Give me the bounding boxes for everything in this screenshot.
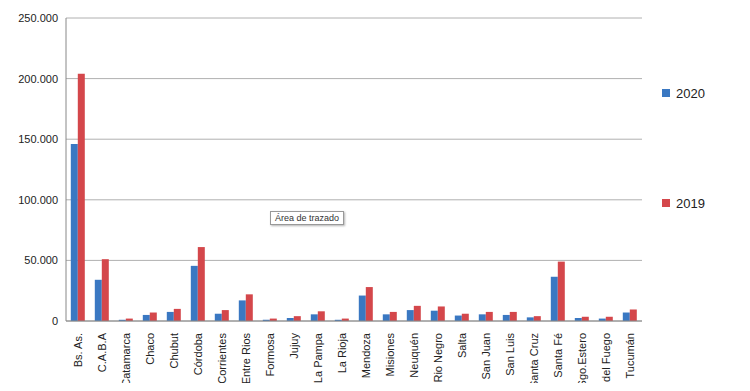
svg-text:Rio Negro: Rio Negro [432,333,444,383]
svg-text:La Pampa: La Pampa [312,332,324,383]
svg-text:250.000: 250.000 [18,12,58,24]
svg-text:Chaco: Chaco [144,333,156,365]
svg-text:0: 0 [52,315,58,327]
svg-text:Mendoza: Mendoza [360,332,372,378]
svg-text:Jujuy: Jujuy [288,333,300,359]
svg-text:Salta: Salta [456,332,468,358]
svg-text:200.000: 200.000 [18,73,58,85]
svg-text:Formosa: Formosa [264,332,276,376]
svg-text:C.A.B.A: C.A.B.A [96,332,108,372]
svg-text:T.del Fuego: T.del Fuego [600,333,612,383]
svg-text:Tucumán: Tucumán [624,333,636,378]
svg-text:San Luis: San Luis [504,333,516,376]
svg-text:Santa Cruz: Santa Cruz [528,333,540,383]
svg-text:Sgo.Estero: Sgo.Estero [576,333,588,383]
svg-text:Neuquén: Neuquén [408,333,420,378]
svg-text:San Juan: San Juan [480,333,492,379]
svg-text:150.000: 150.000 [18,133,58,145]
svg-text:Entre Rios: Entre Rios [240,333,252,383]
svg-text:Catamarca: Catamarca [120,332,132,383]
svg-text:Corrientes: Corrientes [216,333,228,383]
svg-text:50.000: 50.000 [24,254,58,266]
svg-text:La Rioja: La Rioja [336,332,348,373]
svg-text:Bs. As.: Bs. As. [72,333,84,367]
html-text:2019: 2019 [676,195,705,211]
svg-text:Misiones: Misiones [384,333,396,377]
html-text:Área de trazado: Área de trazado [275,213,339,223]
svg-text:Córdoba: Córdoba [192,332,204,375]
svg-text:100.000: 100.000 [18,194,58,206]
svg-text:Santa Fé: Santa Fé [552,333,564,378]
html-text:2020: 2020 [676,85,705,101]
svg-text:Chubut: Chubut [168,333,180,368]
